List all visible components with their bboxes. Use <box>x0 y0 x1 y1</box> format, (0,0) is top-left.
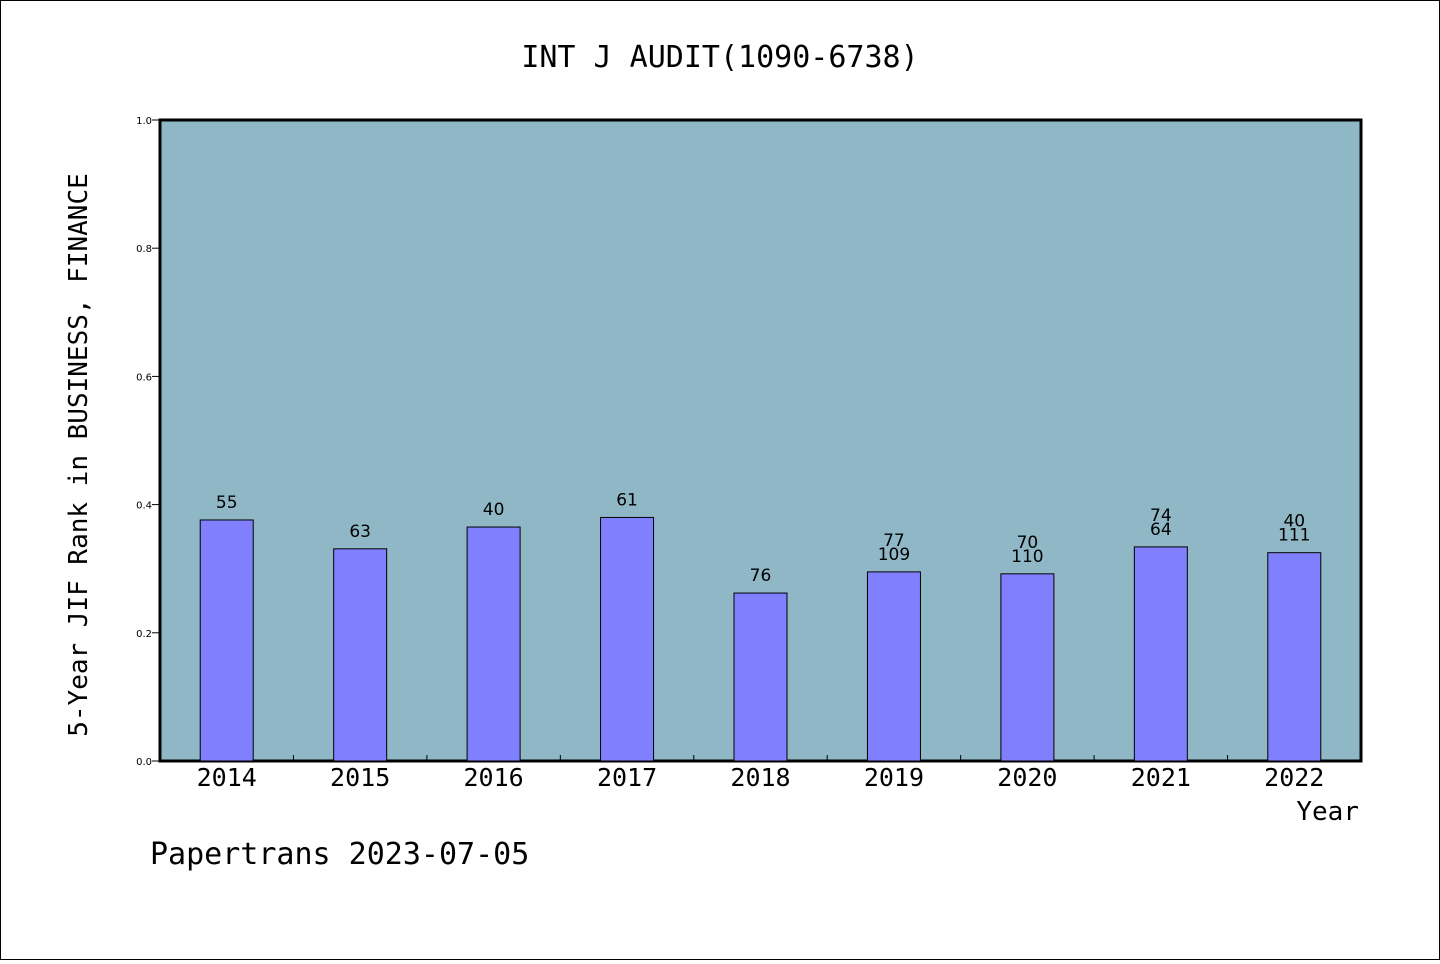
y-tick-label: 0.4 <box>136 501 152 512</box>
bar-rank-label: 55 <box>216 493 238 513</box>
bar <box>1133 546 1188 762</box>
bar <box>1267 552 1322 762</box>
x-tick-label: 2017 <box>597 763 657 792</box>
bar <box>466 526 521 762</box>
bar-rank-label: 109 <box>878 545 910 565</box>
x-tick-label: 2020 <box>997 763 1057 792</box>
bar-rank-label: 77 <box>883 531 905 551</box>
y-tick-label: 0.2 <box>136 629 152 640</box>
y-tick-label: 0.6 <box>136 372 152 383</box>
bar-rank-label: 110 <box>1011 547 1043 567</box>
bar-rank-label: 64 <box>1150 520 1172 540</box>
x-tick-label: 2015 <box>330 763 390 792</box>
bar-rank-label: 40 <box>1283 512 1305 532</box>
x-axis-label: Year <box>1296 797 1359 827</box>
x-tick-label: 2018 <box>730 763 790 792</box>
bar-rank-label: 61 <box>616 490 638 510</box>
y-axis-label: 5-Year JIF Rank in BUSINESS, FINANCE <box>64 173 94 737</box>
bar <box>1000 573 1055 762</box>
y-axis: 0.0 0.2 0.4 0.6 0.8 1.0 <box>136 116 160 768</box>
bar-rank-label: 40 <box>483 500 505 520</box>
x-tick-label: 2014 <box>197 763 257 792</box>
bar <box>733 592 788 762</box>
bar-rank-label: 63 <box>349 522 371 542</box>
y-tick-label: 0.8 <box>136 244 152 255</box>
bar <box>333 548 388 762</box>
y-tick-label: 1.0 <box>136 116 152 127</box>
x-tick-label: 2016 <box>464 763 524 792</box>
bar-rank-label: 111 <box>1278 526 1310 546</box>
y-tick-label: 0.0 <box>136 757 152 768</box>
x-axis: 2014 2015 2016 2017 2018 2019 2020 2021 2022 <box>197 755 1324 792</box>
x-tick-label: 2019 <box>864 763 924 792</box>
x-tick-label: 2022 <box>1264 763 1324 792</box>
bar <box>866 571 921 762</box>
chart-title: INT J AUDIT(1090-6738) <box>521 40 918 75</box>
bar <box>600 516 655 762</box>
footer-text: Papertrans 2023-07-05 <box>150 837 529 872</box>
bar-rank-label: 70 <box>1017 533 1039 553</box>
bar-rank-label: 76 <box>750 566 772 586</box>
bar <box>199 519 254 762</box>
bar-rank-label: 74 <box>1150 506 1172 526</box>
x-tick-label: 2021 <box>1131 763 1191 792</box>
